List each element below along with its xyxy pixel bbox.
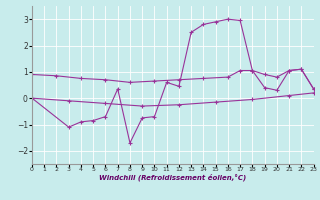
X-axis label: Windchill (Refroidissement éolien,°C): Windchill (Refroidissement éolien,°C) [99,174,246,181]
